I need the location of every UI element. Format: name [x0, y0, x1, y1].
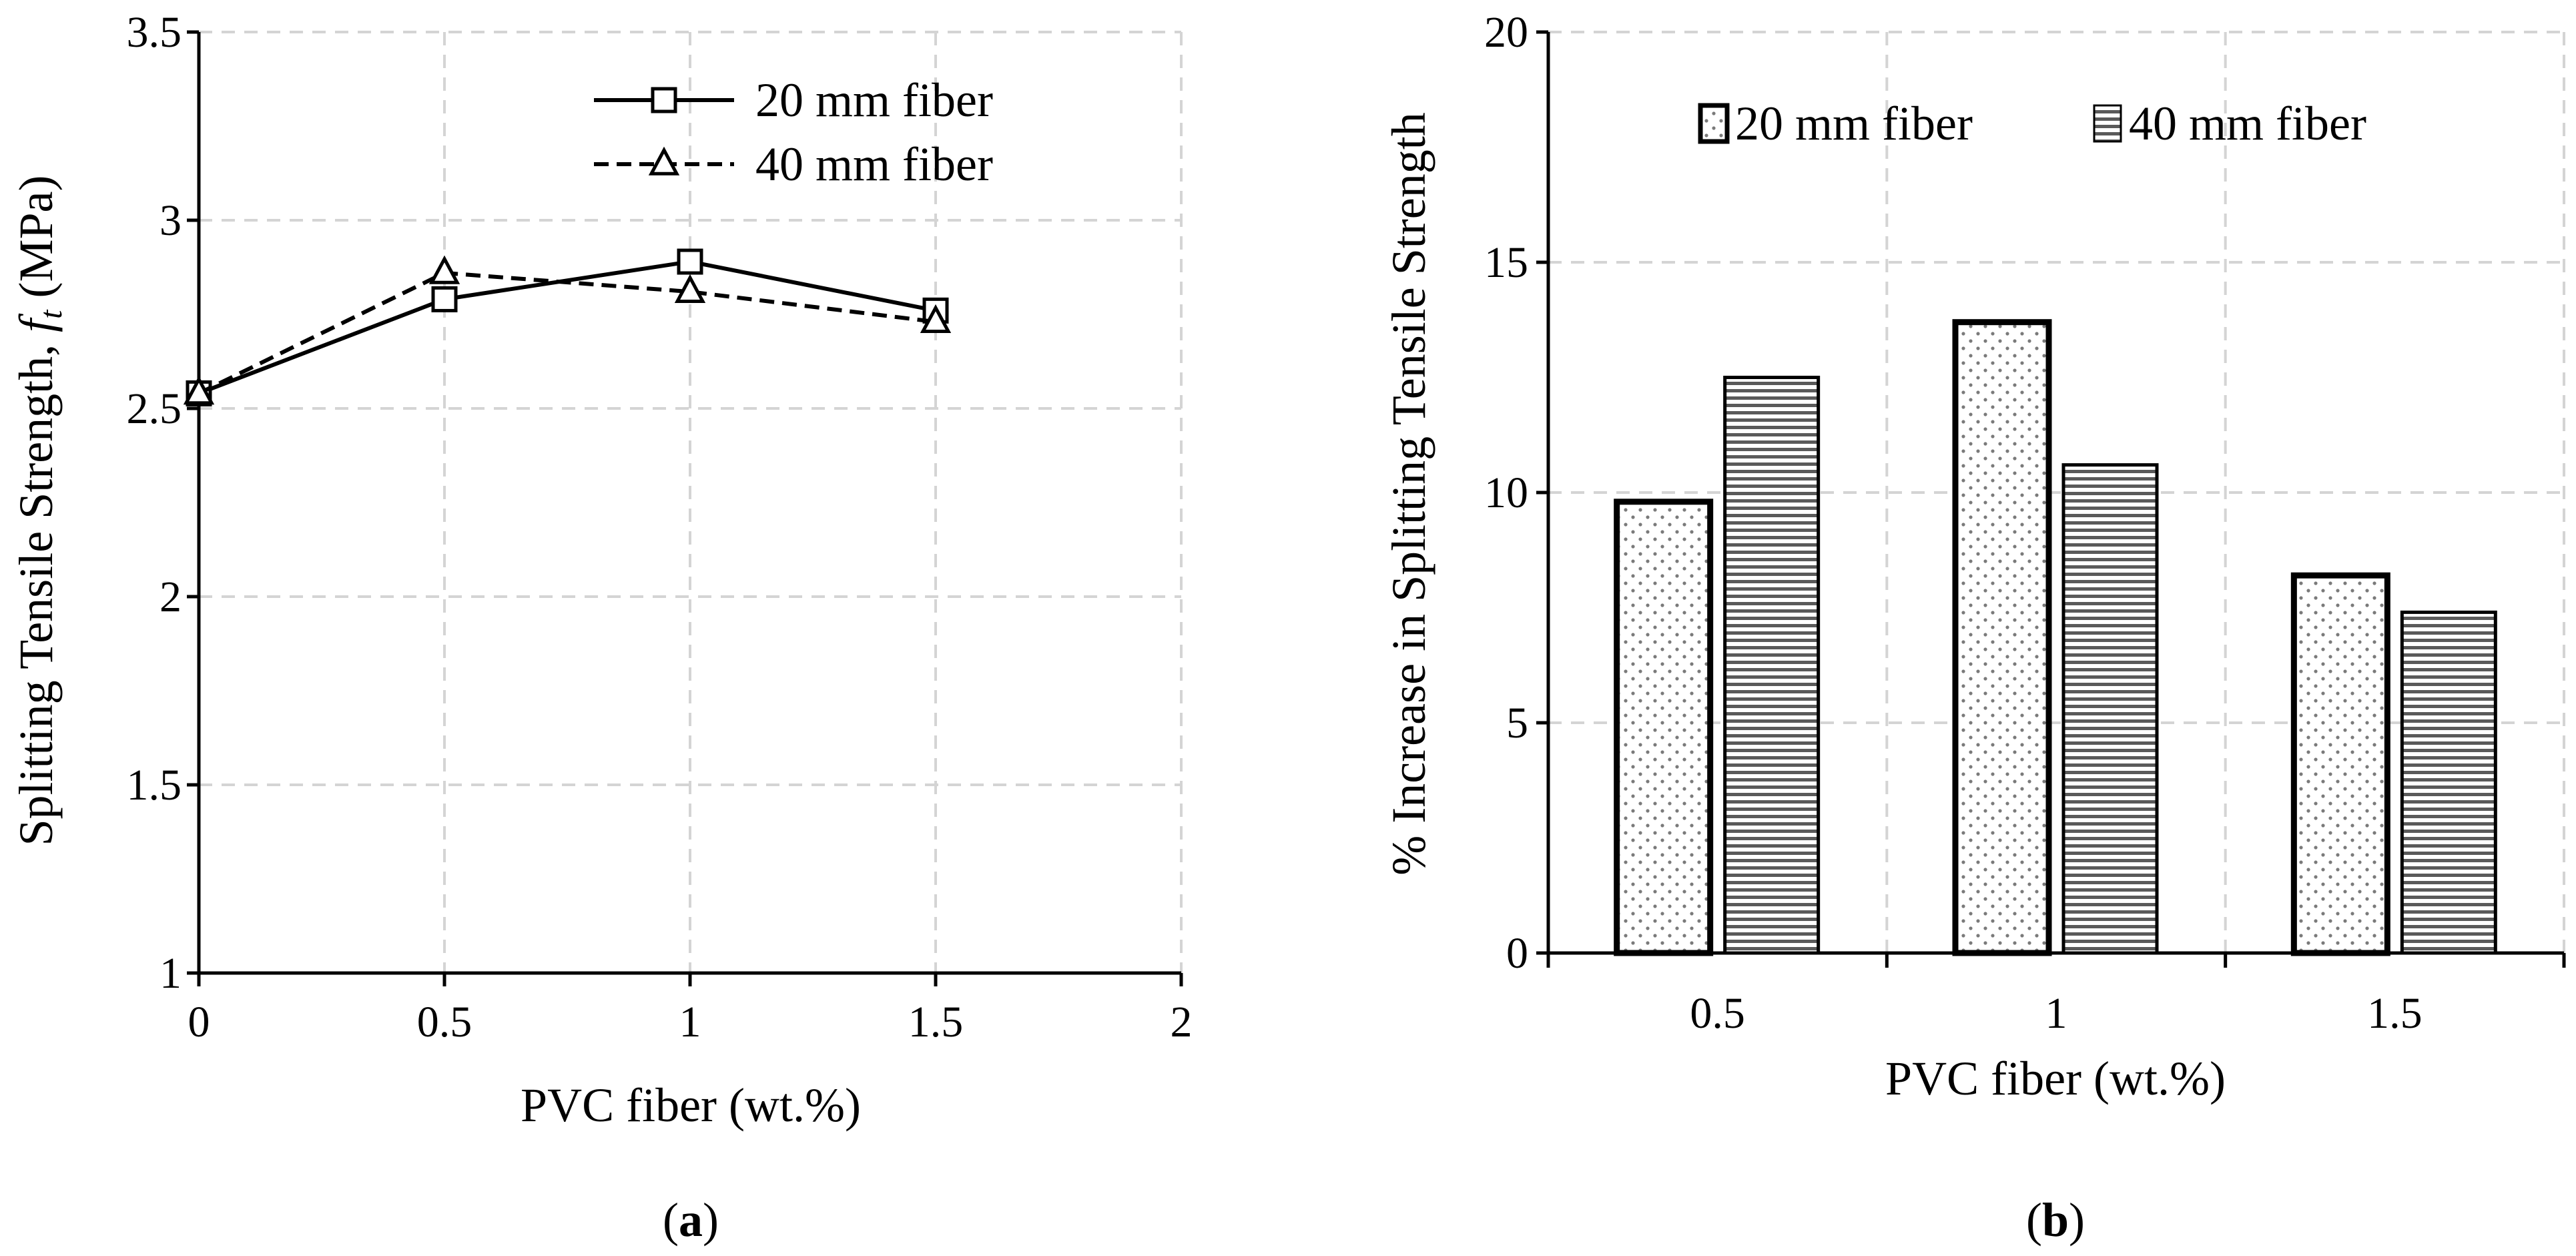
panel-b-legend: 20 mm fiber 40 mm fiber: [1698, 97, 2366, 150]
panel-a-legend-marker: [648, 146, 680, 176]
panel-a-legend-label: 40 mm fiber: [755, 137, 993, 191]
panel-a-x-tick-label: 1: [679, 998, 701, 1046]
panel-b-y-tick-label: 0: [1506, 929, 1528, 978]
panel-a-y-tick-label: 1.5: [127, 761, 182, 810]
panel-a-gridlines: [199, 31, 1183, 973]
panel-b-bar: [2061, 463, 2159, 955]
panel-a-series-1: [186, 248, 949, 406]
panel-b-gridlines: [1548, 31, 2565, 953]
panel-b-x-tick-label: 1: [2045, 989, 2067, 1038]
panel-a-series-2: [183, 255, 952, 405]
panel-a-y-tick-label: 3.5: [127, 8, 182, 57]
panel-b-series-1: [1614, 319, 2390, 956]
panel-b-label: (b): [2026, 1193, 2085, 1247]
panel-b-bar: [1614, 499, 1714, 956]
panel-b-legend-swatch: [1698, 103, 1730, 144]
panel-b-bar: [1952, 319, 2052, 956]
panel-b-y-tick-label: 5: [1506, 699, 1528, 747]
panel-b-y-axis-title: % Increase in Splitting Tensile Strength: [1382, 112, 1435, 875]
panel-a-series: [183, 248, 952, 406]
panel-b-bar-chart: 0 5 10 15 20 0.5 1 1.5 % Increase in Splitting…: [1382, 8, 2566, 1247]
panel-b-x-tick-labels: 0.5 1 1.5: [1690, 989, 2422, 1038]
panel-b-axes: [1536, 30, 2566, 968]
panel-a-legend-label: 20 mm fiber: [755, 73, 993, 127]
panel-b-legend-swatch: [2093, 104, 2122, 143]
panel-a-data-point: [428, 255, 460, 284]
panel-a-legend-entry: 40 mm fiber: [594, 137, 993, 191]
panel-b-x-axis-title: PVC fiber (wt.%): [1885, 1052, 2226, 1105]
panel-a-y-tick-label: 3: [159, 196, 182, 245]
panel-a-legend-entry: 20 mm fiber: [594, 73, 993, 127]
panel-a-y-tick-label: 2.5: [127, 384, 182, 433]
panel-a-data-point: [431, 286, 458, 312]
panel-a-y-tick-label: 2: [159, 573, 182, 621]
panel-a-line-chart: 1 1.5 2 2.5 3 3.5 0 0.5 1 1.5 2 Splitting Tensile…: [9, 8, 1193, 1247]
panel-a-y-tick-label: 1: [159, 949, 182, 998]
panel-b-legend-entry: 40 mm fiber: [2093, 97, 2366, 150]
panel-b-legend-label: 20 mm fiber: [1735, 97, 1973, 150]
panel-a-series-line: [198, 270, 936, 396]
panel-b-series-2: [1723, 376, 2497, 955]
panel-a-data-point: [920, 304, 952, 334]
panel-a-x-axis-title: PVC fiber (wt.%): [521, 1078, 861, 1132]
panel-a-x-tick-label: 2: [1171, 998, 1193, 1046]
panel-a-axes: [187, 30, 1183, 986]
panel-a-x-tick-labels: 0 0.5 1 1.5 2: [188, 998, 1193, 1046]
panel-a-legend: 20 mm fiber 40 mm fiber: [594, 73, 993, 191]
panel-b-legend-label: 40 mm fiber: [2129, 97, 2366, 150]
panel-b-x-tick-label: 0.5: [1690, 989, 1745, 1038]
panel-a-data-point: [677, 248, 703, 275]
panel-a-label: (a): [663, 1193, 719, 1247]
panel-b-y-tick-label: 10: [1484, 468, 1528, 517]
panel-a-legend-marker: [651, 87, 677, 113]
panel-b-bar: [2400, 610, 2497, 955]
panel-b-y-tick-label: 15: [1484, 238, 1528, 287]
panel-a-x-tick-label: 0: [188, 998, 210, 1046]
panel-b-x-tick-label: 1.5: [2367, 989, 2423, 1038]
panel-a-y-tick-labels: 1 1.5 2 2.5 3 3.5: [127, 8, 182, 998]
panel-a-x-tick-label: 1.5: [908, 998, 964, 1046]
panel-a-data-point: [183, 376, 215, 405]
panel-b-bar: [2290, 572, 2390, 956]
panel-b-y-tick-labels: 0 5 10 15 20: [1484, 8, 1528, 978]
panel-a-y-axis-title: Splitting Tensile Strength, ft (MPa): [9, 176, 69, 846]
panel-b-y-tick-label: 20: [1484, 8, 1528, 57]
panel-b-legend-entry: 20 mm fiber: [1698, 97, 1973, 150]
panel-b-bar: [1723, 376, 1821, 955]
panel-a-data-point: [674, 274, 706, 303]
panel-a-x-tick-label: 0.5: [417, 998, 472, 1046]
panel-b-bars: [1614, 319, 2497, 956]
